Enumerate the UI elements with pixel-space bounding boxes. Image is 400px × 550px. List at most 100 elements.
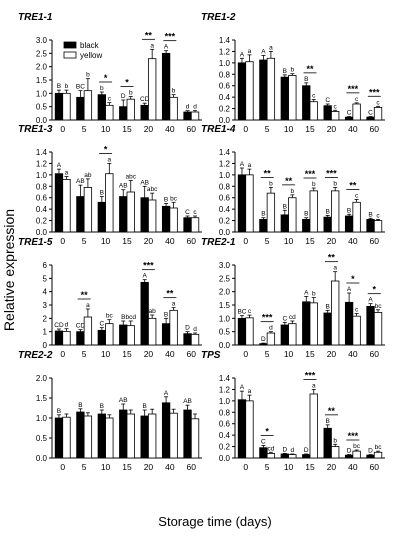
significance-letter: d [65,322,69,329]
y-tick-label: 2.5 [219,274,231,283]
bar-yellow [62,179,71,233]
x-tick-label: 20 [327,124,337,134]
y-tick-label: 1.0 [219,314,231,323]
significance-stars: *** [305,169,316,179]
y-axis-label: Relative expression [1,209,17,331]
bar-yellow [309,302,318,346]
significance-letter: c [355,96,359,103]
y-tick-label: 0 [43,341,48,350]
panel-title: TRE1-3 [18,124,53,135]
y-tick-label: 0.8 [219,408,231,417]
significance-letter: D [368,448,373,455]
x-tick-label: 20 [327,462,337,472]
chart-panel: TPS 0.0 0.2 0.4 0.6 0.8 1.0 1.2 1.4 0 Aa 5 Ccd * 10 D d 1… [201,350,385,472]
x-tick-label: 5 [265,124,270,134]
bar-black [259,447,268,459]
y-tick-label: 2.5 [36,49,48,58]
y-tick-label: 1.0 [36,89,48,98]
x-tick-label: 0 [60,349,65,359]
bar-black [119,324,128,346]
bar-black [140,281,149,346]
x-tick-label: 40 [165,462,175,472]
significance-letter: C [185,209,190,216]
x-tick-label: 40 [348,236,358,246]
bar-yellow [266,332,276,346]
bar-yellow [245,400,254,459]
significance-letter: C [99,321,104,328]
x-tick-label: 10 [101,349,111,359]
significance-stars: *** [326,168,337,178]
y-tick-label: 1.0 [36,171,48,180]
significance-letter: a [333,265,337,272]
bar-yellow [331,111,340,121]
x-tick-label: 5 [82,124,87,134]
legend-label-black: black [80,41,100,50]
significance-letter: A [164,44,169,51]
x-tick-label: 0 [243,124,248,134]
y-tick-label: 0.0 [36,454,48,463]
y-tick-label: 0.8 [219,182,231,191]
significance-letter: A [240,51,245,58]
x-tick-label: 20 [144,236,154,246]
significance-letter: a [65,170,69,177]
significance-letter: A [304,289,309,296]
bar-black [366,219,375,233]
bar-yellow [169,309,178,346]
chart-panel: TRE1-2 0.0 0.2 0.4 0.6 0.8 1.0 1.2 1.4 0 A a 5 Aa 10 B b… [201,12,385,134]
significance-letter: abc [147,186,158,193]
significance-letter: BC [76,84,85,91]
bar-black [140,197,149,233]
bar-yellow [245,174,254,233]
bar-black [237,317,247,346]
panels: TRE1-10.00.51.01.52.02.53.00B b5BCb10bc*1… [18,12,385,472]
x-tick-label: 0 [243,236,248,246]
y-tick-label: 1.4 [36,148,48,157]
bar-black [76,96,85,121]
y-tick-label: 0.0 [219,228,231,237]
y-tick-label: 6 [43,261,48,270]
significance-letter: c [312,92,316,99]
x-tick-label: 15 [122,462,132,472]
panel-title: TRE2-2 [18,350,53,361]
bar-black [323,216,332,233]
significance-letter: C [282,315,287,322]
x-tick-label: 5 [82,462,87,472]
bar-black [76,411,85,459]
significance-letter: A [143,273,148,280]
bar-yellow [126,191,135,233]
bar-yellow [352,315,361,346]
y-tick-label: 5 [43,274,48,283]
significance-letter: B [57,83,61,90]
bar-black [344,215,354,233]
bar-yellow [169,96,178,121]
bar-black [366,116,375,121]
bar-yellow [331,280,340,346]
bar-black [366,454,375,459]
significance-letter: a [312,382,316,389]
x-tick-label: 10 [284,124,294,134]
x-tick-label: 10 [284,462,294,472]
x-tick-label: 15 [122,236,132,246]
y-tick-label: 1.2 [219,385,231,394]
x-tick-label: 60 [187,349,197,359]
significance-letter: C [368,110,373,117]
bar-yellow [148,58,157,121]
chart-panel: TRE1-4 0.0 0.2 0.4 0.6 0.8 1.0 1.2 1.4 0 A a 5 Bb ** 10… [201,124,385,246]
significance-letter: B [121,314,125,321]
bar-black [259,343,268,346]
y-tick-label: 0.6 [219,82,231,91]
bar-yellow [105,173,114,233]
y-tick-label: 0.6 [219,420,231,429]
significance-letter: b [65,83,69,90]
bar-yellow [169,412,178,459]
bar-black [302,85,311,121]
bar-black [280,453,289,459]
significance-letter: ab [149,308,157,315]
significance-letter: D [185,325,190,332]
x-tick-label: 40 [165,349,175,359]
bar-black [259,59,268,121]
bar-yellow [190,418,200,459]
x-tick-label: 10 [101,462,111,472]
significance-stars: ** [328,253,336,263]
